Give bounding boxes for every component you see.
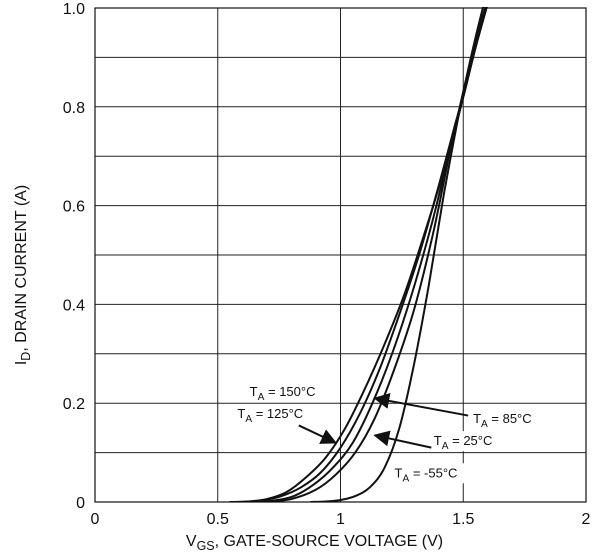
annotation-layer: TA = 150°CTA = 125°C TA = 85°CTA = 25°CTA… [234, 382, 558, 485]
y-tick-label: 0.4 [63, 297, 85, 314]
x-tick-label: 0 [91, 511, 100, 528]
annotation-4: TA = 25°C [375, 431, 519, 452]
annotation-1: TA = 150°C [247, 382, 335, 403]
y-tick-label: 0.2 [63, 396, 85, 413]
x-tick-label: 1.5 [452, 511, 474, 528]
annotation-5: TA = -55°C [392, 463, 480, 484]
annotation-arrow [299, 425, 336, 442]
x-tick-label: 2 [582, 511, 591, 528]
x-axis-label: VGS, GATE-SOURCE VOLTAGE (V) [186, 533, 443, 553]
series-line-5 [311, 0, 488, 502]
y-tick-label: 0 [76, 495, 85, 512]
annotation-arrow [375, 398, 468, 415]
series-line-1 [230, 3, 488, 502]
x-tick-label: 1 [336, 511, 345, 528]
series-line-2 [242, 3, 487, 502]
x-tick-label: 0.5 [207, 511, 229, 528]
annotation-2: TA = 125°C [234, 404, 335, 443]
y-tick-label: 0.6 [63, 199, 85, 216]
y-tick-label: 0.8 [63, 100, 85, 117]
y-tick-label: 1.0 [63, 1, 85, 18]
y-axis-label: ID, DRAIN CURRENT (A) [13, 185, 33, 365]
series-layer [230, 0, 488, 502]
annotation-arrow [375, 435, 431, 447]
